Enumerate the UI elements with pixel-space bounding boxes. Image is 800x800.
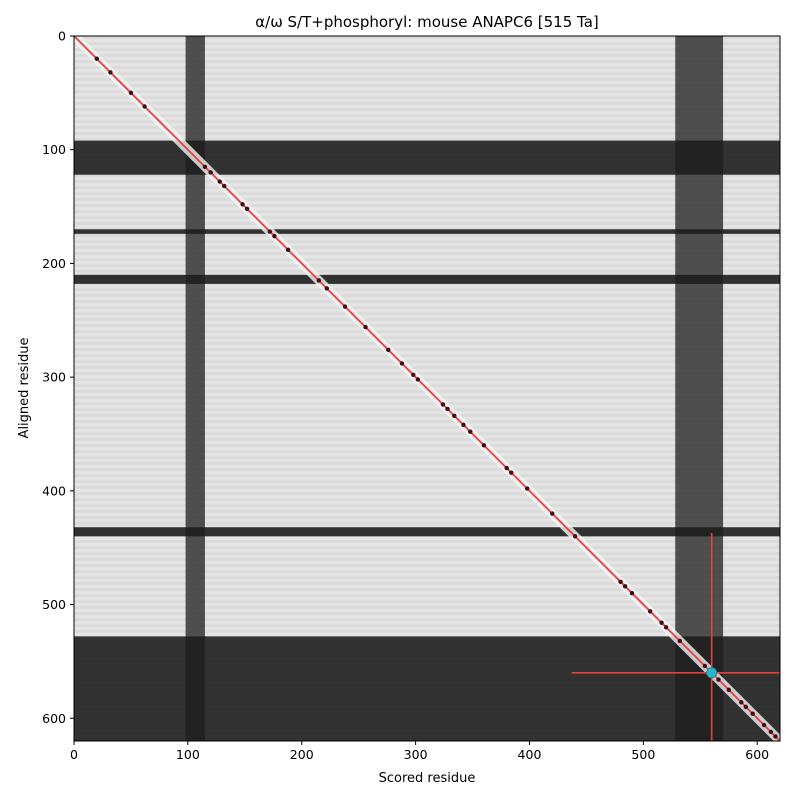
plot-area	[74, 36, 780, 741]
diagonal-marker	[128, 90, 134, 96]
diagonal-marker	[468, 429, 473, 434]
diagonal-marker	[663, 625, 669, 630]
diagonal-marker	[726, 687, 731, 693]
diagonal-marker	[342, 304, 348, 309]
horizontal-dark-band	[74, 527, 780, 537]
diagonal-marker	[739, 700, 744, 705]
diagonal-marker	[509, 470, 514, 475]
y-tick-label: 0	[58, 29, 66, 44]
diagonal-marker	[461, 422, 466, 428]
horizontal-dark-band	[74, 636, 780, 741]
y-tick-label: 200	[42, 256, 66, 271]
y-tick-label: 100	[42, 142, 66, 157]
diagonal-marker	[647, 609, 653, 614]
dark-bands	[74, 36, 780, 741]
x-tick-label: 0	[70, 747, 78, 762]
vertical-dark-band	[185, 36, 205, 741]
axes: 0 100 200 300 400 500 600 0 100 200 300 400 500 600	[42, 29, 769, 763]
x-tick-label: 200	[290, 747, 314, 762]
diagonal-marker	[572, 534, 578, 539]
x-tick-label: 300	[404, 747, 428, 762]
diagonal-marker	[452, 413, 457, 418]
y-tick-label: 500	[42, 597, 66, 612]
diagonal-marker	[768, 729, 774, 735]
diagonal-marker	[504, 465, 509, 471]
diagonal-marker	[324, 286, 329, 291]
diagonal-layer	[74, 36, 780, 741]
chart-title: α/ω S/T+phosphoryl: mouse ANAPC6 [515 Ta…	[255, 13, 599, 31]
diagonal-marker	[240, 202, 245, 207]
diagonal-marker	[108, 70, 113, 75]
diagonal-marker	[445, 406, 450, 412]
diagonal-marker	[525, 486, 530, 491]
diagonal-marker	[217, 179, 222, 184]
diagonal-marker	[386, 347, 391, 353]
diagonal-marker	[94, 56, 99, 61]
diagonal-marker	[399, 361, 405, 366]
diagonal-marker	[716, 677, 721, 682]
diagonal-marker	[411, 372, 416, 378]
diagonal-marker	[629, 590, 635, 596]
diagonal-marker	[761, 722, 767, 728]
diagonal-marker	[702, 663, 708, 669]
diagonal-marker	[773, 734, 778, 739]
vertical-dark-band	[675, 36, 724, 741]
plot-frame	[73, 35, 781, 742]
diagonal-marker	[244, 206, 250, 212]
diagonal-marker	[659, 620, 664, 625]
diagonal-marker	[222, 183, 227, 189]
x-tick-label: 100	[176, 747, 200, 762]
diagonal-marker	[363, 324, 368, 330]
diagonal-marker	[285, 247, 291, 252]
y-tick-label: 400	[42, 483, 66, 498]
diagonal-marker	[415, 377, 421, 382]
diagonal-marker	[440, 402, 446, 407]
horizontal-dark-band	[74, 274, 780, 284]
y-axis-label: Aligned residue	[17, 338, 32, 439]
diagonal-marker	[142, 104, 147, 109]
diagonal-marker	[622, 584, 628, 589]
diagonal-marker	[316, 278, 322, 283]
x-tick-label: 400	[518, 747, 542, 762]
diagonal-marker	[677, 638, 682, 644]
y-tick-label: 600	[42, 711, 66, 726]
diagonal-marker	[481, 443, 487, 448]
horizontal-dark-band	[74, 229, 780, 234]
diagonal-marker	[618, 579, 623, 585]
highlight-point	[706, 667, 718, 679]
x-tick-label: 500	[631, 747, 655, 762]
diagonal-marker	[750, 711, 755, 716]
diagonal-marker	[550, 511, 555, 516]
diagonal-marker	[743, 704, 749, 710]
diagonal-marker	[267, 229, 273, 234]
diagonal-marker	[272, 233, 277, 239]
x-axis-label: Scored residue	[379, 771, 476, 786]
diagonal-marker	[202, 164, 208, 169]
diagonal-marker	[208, 170, 213, 175]
x-tick-label: 600	[745, 747, 769, 762]
y-tick-label: 300	[42, 370, 66, 385]
